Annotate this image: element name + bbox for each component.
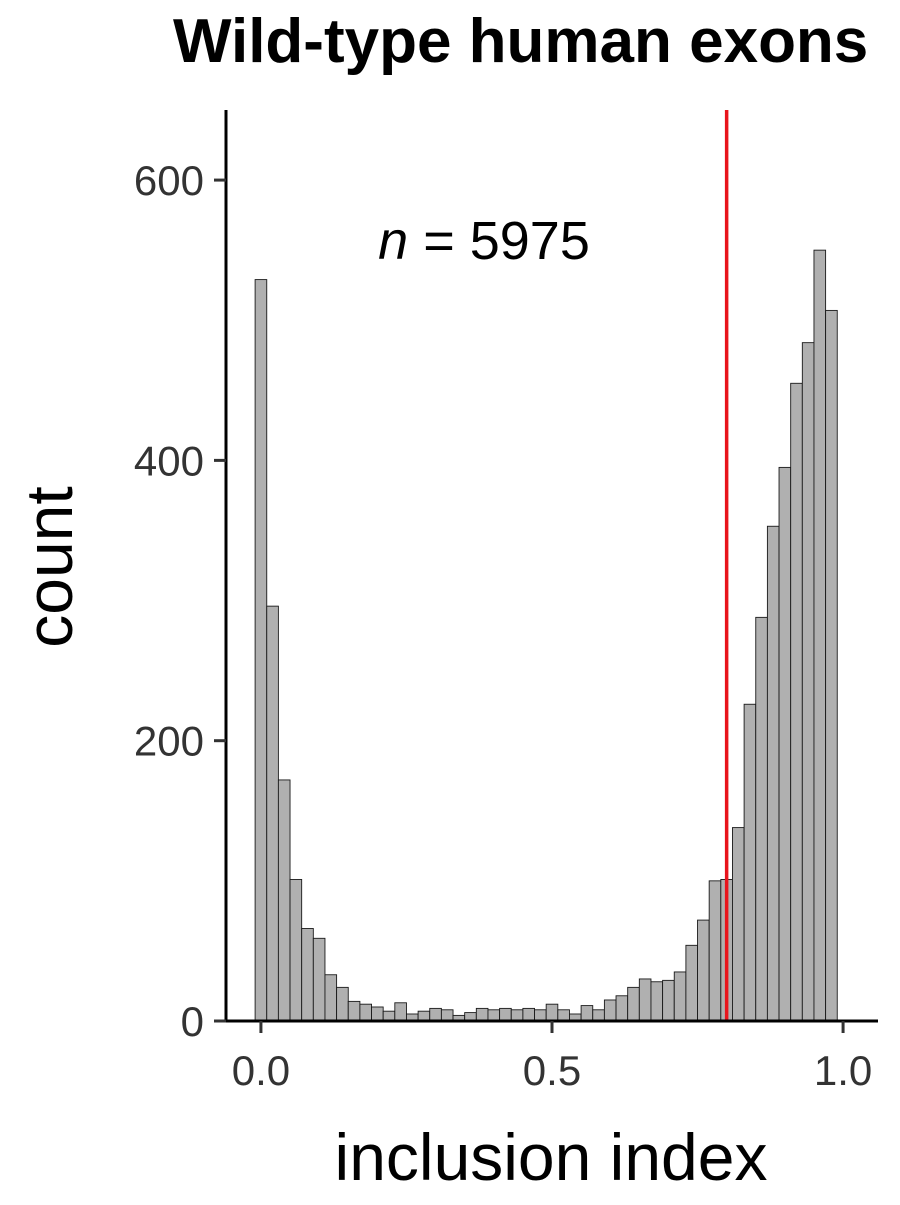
histogram-bar	[697, 919, 710, 1022]
ticks-layer: 0 200 400 600 0.0 0.5 1.0	[134, 157, 872, 1094]
histogram-bar	[755, 616, 768, 1022]
histogram-bar	[813, 249, 827, 1022]
histogram-bar	[801, 342, 815, 1022]
histogram-bar	[475, 1007, 489, 1022]
histogram-bar	[429, 1007, 442, 1022]
histogram-bar	[534, 1009, 547, 1022]
histogram-bar	[545, 1003, 559, 1022]
histogram-bar	[603, 999, 617, 1022]
x-tick-label: 0.5	[523, 1047, 581, 1094]
histogram-bar	[662, 979, 675, 1022]
histogram-bar	[371, 1006, 384, 1022]
histogram-bar	[708, 880, 722, 1022]
histogram-bar	[359, 1003, 372, 1022]
histogram-bar	[638, 978, 652, 1022]
histogram-bar	[301, 928, 314, 1022]
sample-size-value: = 5975	[408, 211, 590, 271]
histogram-bar	[778, 466, 792, 1022]
histogram-bar	[510, 1009, 524, 1022]
histogram-bar	[289, 878, 303, 1022]
y-tick-label: 200	[134, 718, 204, 765]
histogram-bar	[592, 1009, 605, 1022]
chart-title: Wild-type human exons	[173, 7, 868, 76]
histogram-bar	[522, 1007, 535, 1022]
histogram-bar	[394, 1002, 407, 1022]
histogram-bar	[557, 1009, 570, 1022]
histogram-bar	[685, 944, 698, 1022]
histogram-bar	[487, 1009, 501, 1022]
y-tick-label: 0	[181, 998, 204, 1045]
histogram-bar	[312, 937, 326, 1022]
x-axis-title: inclusion index	[335, 1120, 768, 1194]
histogram-bar	[580, 1005, 594, 1022]
histogram-bar	[766, 525, 780, 1022]
histogram-bar	[650, 981, 664, 1022]
histogram-bar	[347, 1000, 361, 1022]
histogram-bar	[790, 382, 803, 1022]
sample-size-symbol: n	[378, 211, 408, 271]
histogram-bar	[732, 827, 745, 1022]
histogram-bar	[743, 703, 757, 1022]
histogram-bar	[277, 779, 291, 1022]
y-tick-label: 600	[134, 157, 204, 204]
x-tick-label: 1.0	[814, 1047, 872, 1094]
histogram-bar	[499, 1007, 512, 1022]
histogram-bar	[266, 605, 279, 1022]
histogram-bar	[825, 309, 838, 1022]
histogram-bar	[440, 1009, 454, 1022]
sample-size-annotation: n = 5975	[378, 211, 590, 271]
histogram-bar	[627, 986, 640, 1022]
bars-layer	[254, 249, 838, 1022]
histogram-bar	[336, 986, 349, 1022]
histogram-bar	[673, 971, 687, 1022]
x-tick-label: 0.0	[232, 1047, 290, 1094]
histogram-bar	[615, 995, 629, 1022]
histogram-bar	[324, 974, 338, 1022]
y-tick-label: 400	[134, 437, 204, 484]
histogram-bar	[254, 279, 268, 1022]
y-axis-title: count	[12, 486, 86, 647]
